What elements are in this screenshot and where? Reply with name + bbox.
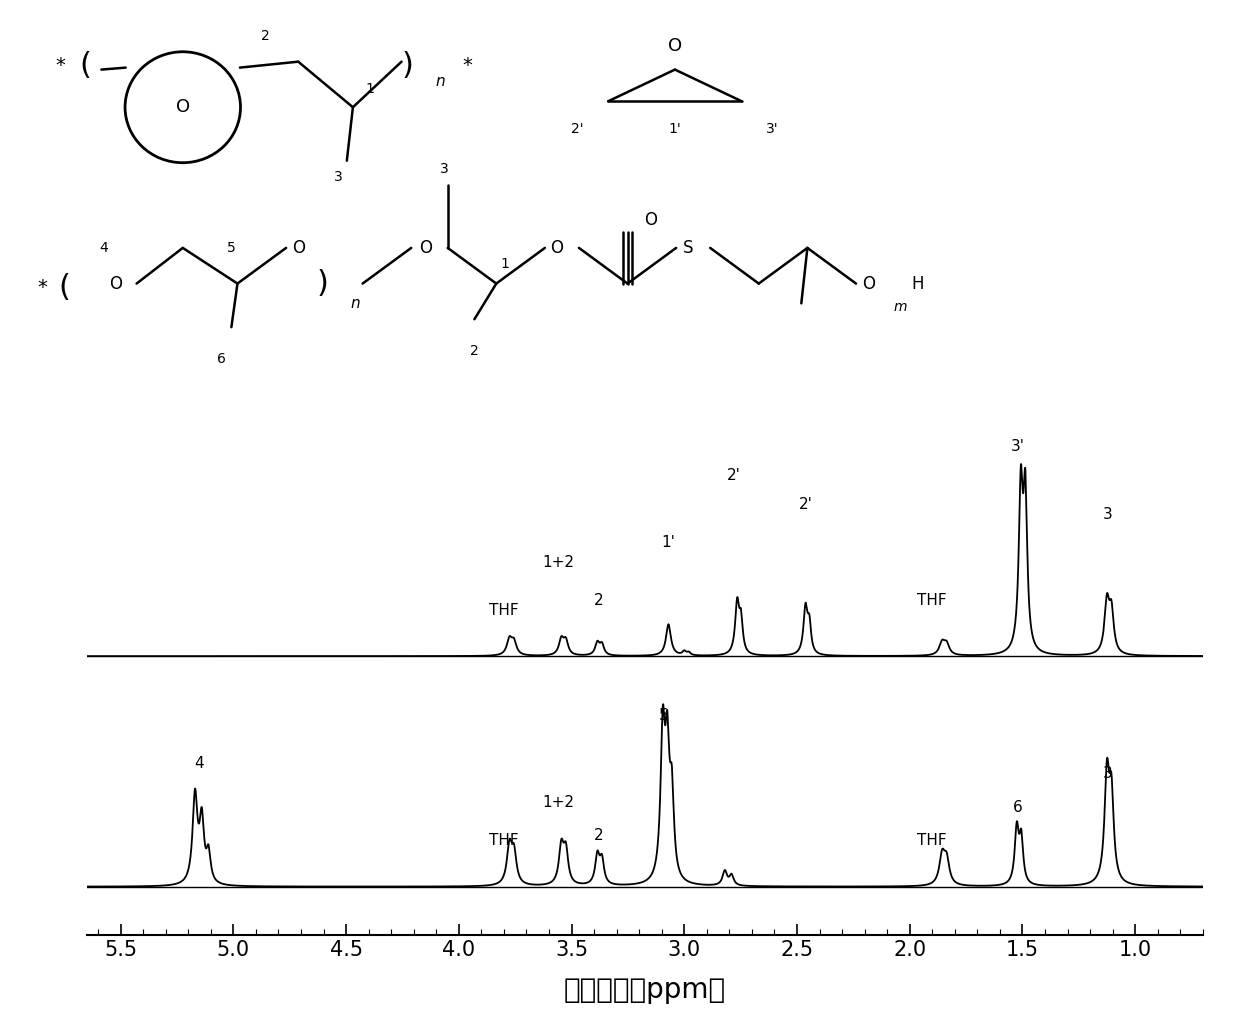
- Text: O: O: [176, 99, 190, 116]
- X-axis label: 化学位移（ppm）: 化学位移（ppm）: [564, 976, 725, 1004]
- Text: H: H: [911, 274, 924, 293]
- Text: O: O: [551, 239, 563, 257]
- Text: 4: 4: [195, 757, 205, 771]
- Text: *: *: [463, 56, 472, 75]
- Text: 5: 5: [227, 241, 236, 255]
- Text: 2: 2: [594, 593, 604, 609]
- Text: 3: 3: [440, 162, 449, 176]
- Text: THF: THF: [918, 593, 947, 609]
- Text: 5: 5: [660, 708, 668, 723]
- Text: ): ): [316, 269, 329, 298]
- Text: 2': 2': [572, 122, 584, 136]
- Text: 1: 1: [501, 257, 510, 270]
- Text: 2': 2': [727, 468, 740, 484]
- Text: 1': 1': [661, 535, 676, 551]
- Text: n: n: [435, 74, 445, 89]
- Text: 6: 6: [1013, 800, 1023, 815]
- Text: 2': 2': [799, 497, 813, 512]
- Text: O: O: [419, 239, 433, 257]
- Text: m: m: [894, 301, 908, 314]
- Text: 6: 6: [217, 352, 226, 366]
- Text: O: O: [862, 274, 874, 293]
- Text: n: n: [351, 296, 360, 311]
- Text: THF: THF: [489, 833, 518, 848]
- Text: 1': 1': [668, 122, 681, 136]
- Text: (: (: [79, 51, 92, 80]
- Text: 3': 3': [766, 122, 779, 136]
- Text: *: *: [37, 278, 47, 297]
- Text: THF: THF: [918, 833, 947, 848]
- Text: 2: 2: [470, 344, 479, 358]
- Text: O: O: [645, 211, 657, 230]
- Text: 3': 3': [1011, 440, 1025, 454]
- Text: 2: 2: [262, 28, 270, 43]
- Text: (: (: [58, 273, 71, 302]
- Text: O: O: [109, 274, 123, 293]
- Text: THF: THF: [489, 602, 518, 618]
- Text: *: *: [56, 56, 64, 75]
- Text: 4: 4: [99, 241, 108, 255]
- Text: 1+2: 1+2: [542, 555, 574, 570]
- Text: 3: 3: [334, 170, 342, 184]
- Text: 3: 3: [1104, 507, 1114, 521]
- Text: 3: 3: [1104, 766, 1114, 781]
- Text: O: O: [668, 37, 682, 55]
- Text: S: S: [683, 239, 693, 257]
- Text: 1+2: 1+2: [542, 795, 574, 810]
- Text: O: O: [291, 239, 305, 257]
- Text: 1: 1: [366, 82, 374, 97]
- Text: ): ): [402, 51, 413, 80]
- Text: 2: 2: [594, 828, 604, 843]
